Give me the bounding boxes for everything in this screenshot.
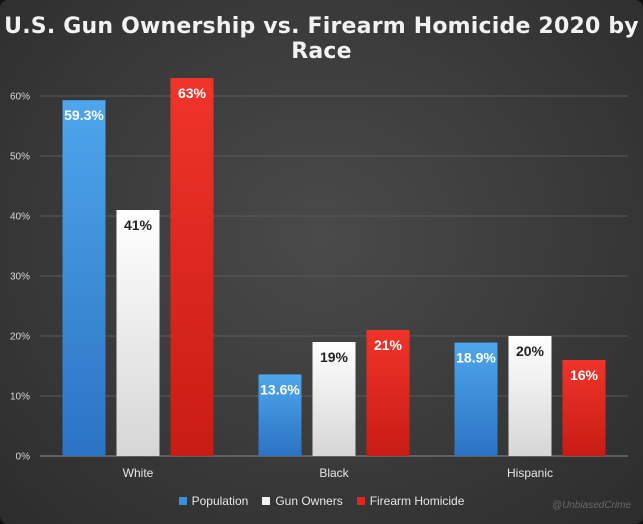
bar-population-hispanic: [454, 342, 498, 456]
legend-item-firearm-homicide: Firearm Homicide: [356, 494, 465, 508]
bar-population-black: [258, 374, 302, 456]
bar-gun-owners-black: [312, 342, 356, 456]
y-tick-label: 60%: [10, 92, 30, 103]
legend-label-gun-owners: Gun Owners: [275, 494, 343, 508]
y-tick-label: 20%: [10, 332, 30, 343]
bar-gun-owners-white: [116, 210, 160, 456]
data-label-population-hispanic: 18.9%: [456, 350, 496, 366]
bar-firearm-homicide-hispanic: [562, 360, 606, 456]
legend-swatch-population: [178, 497, 187, 505]
legend-swatch-firearm-homicide: [356, 497, 365, 505]
y-tick-label: 40%: [10, 212, 30, 223]
legend-item-population: Population: [178, 494, 249, 508]
bar-population-white: [62, 100, 106, 456]
data-label-gun-owners-hispanic: 20%: [516, 343, 545, 359]
bar-firearm-homicide-white: [170, 78, 214, 456]
y-tick-label: 30%: [10, 272, 30, 283]
data-label-firearm-homicide-black: 21%: [374, 337, 403, 353]
bar-gun-owners-hispanic: [508, 336, 552, 456]
legend-item-gun-owners: Gun Owners: [262, 494, 343, 508]
y-tick-label: 50%: [10, 152, 30, 163]
data-label-population-black: 13.6%: [260, 381, 300, 397]
watermark: @UnbiasedCrime: [551, 500, 631, 511]
legend-label-firearm-homicide: Firearm Homicide: [369, 494, 465, 508]
y-tick-label: 10%: [10, 392, 30, 403]
x-category-label-black: Black: [319, 466, 349, 480]
legend: Population Gun Owners Firearm Homicide: [0, 494, 643, 508]
data-label-gun-owners-white: 41%: [124, 217, 153, 233]
chart-title: U.S. Gun Ownership vs. Firearm Homicide …: [4, 14, 639, 64]
y-tick-label: 0%: [16, 452, 31, 463]
legend-swatch-gun-owners: [262, 497, 271, 505]
legend-label-population: Population: [191, 494, 249, 508]
data-label-gun-owners-black: 19%: [320, 349, 349, 365]
data-label-population-white: 59.3%: [64, 107, 104, 123]
data-label-firearm-homicide-hispanic: 16%: [570, 367, 599, 383]
x-category-label-hispanic: Hispanic: [507, 466, 553, 480]
x-category-label-white: White: [123, 466, 154, 480]
bar-firearm-homicide-black: [366, 330, 410, 456]
data-label-firearm-homicide-white: 63%: [178, 85, 207, 101]
